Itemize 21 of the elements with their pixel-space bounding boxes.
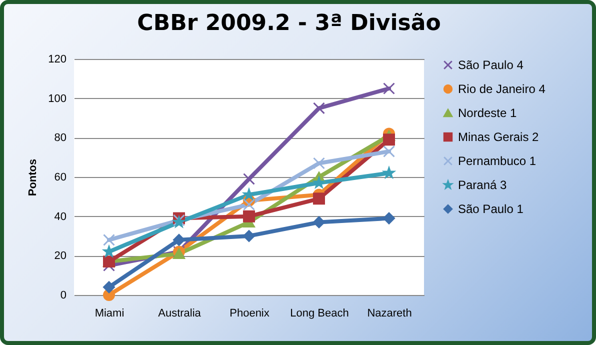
chart-title: CBBr 2009.2 - 3ª Divisão	[137, 11, 441, 36]
y-tick-label: 120	[48, 54, 66, 66]
legend-label: Nordeste 1	[458, 106, 518, 120]
x-tick-label: Long Beach	[290, 308, 349, 320]
legend-label: Paraná 3	[458, 178, 508, 192]
legend-label: São Paulo 1	[458, 202, 524, 216]
legend-label: São Paulo 4	[458, 58, 524, 72]
x-tick-label: Miami	[94, 308, 124, 320]
y-tick-label: 0	[60, 290, 66, 302]
x-tick-label: Phoenix	[230, 308, 270, 320]
legend-label: Rio de Janeiro 4	[458, 82, 546, 96]
y-tick-label: 40	[54, 210, 66, 223]
y-tick-label: 100	[48, 92, 66, 105]
y-tick-label: 60	[54, 172, 66, 184]
y-tick-label: 80	[54, 132, 66, 144]
y-axis-title: Pontos	[27, 158, 40, 196]
legend-label: Minas Gerais 2	[458, 130, 540, 144]
x-tick-label: Australia	[158, 308, 202, 320]
y-tick-label: 20	[54, 250, 66, 262]
x-tick-label: Nazareth	[367, 308, 412, 320]
legend-label: Pernambuco 1	[458, 154, 536, 168]
